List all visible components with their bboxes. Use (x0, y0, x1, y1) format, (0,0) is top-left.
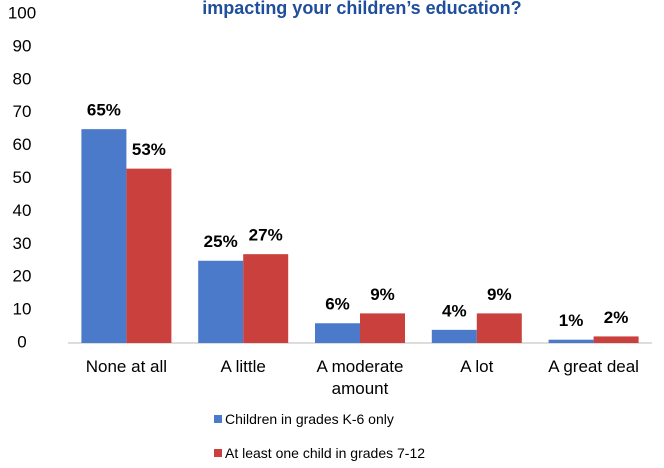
y-tick-label: 80 (13, 69, 32, 88)
x-tick-label: A little (220, 357, 266, 376)
y-tick-label: 30 (13, 234, 32, 253)
y-tick-label: 40 (13, 201, 32, 220)
bar (476, 313, 522, 343)
legend-label: Children in grades K-6 only (225, 411, 394, 427)
x-tick-label: A moderate amount (316, 357, 404, 398)
y-tick-label: 90 (13, 36, 32, 55)
data-label: 65% (87, 101, 121, 120)
x-tick-label: A lot (460, 357, 494, 376)
y-tick-label: 70 (13, 102, 32, 121)
bar (431, 329, 477, 343)
legend-swatch (214, 449, 222, 457)
data-label: 4% (442, 301, 467, 320)
bar (126, 168, 172, 343)
x-tick-label: A great deal (548, 357, 639, 376)
legend-item: Children in grades K-6 only (214, 411, 394, 427)
legend-label: At least one child in grades 7-12 (225, 445, 426, 461)
bar (198, 260, 244, 343)
y-tick-label: 100 (8, 3, 36, 22)
data-label: 6% (325, 295, 350, 314)
bar (243, 254, 289, 343)
legend-swatch (214, 415, 222, 423)
chart-title: impacting your children’s education? (202, 0, 521, 18)
bar (593, 336, 639, 343)
legend-item: At least one child in grades 7-12 (214, 445, 425, 461)
data-label: 9% (370, 285, 395, 304)
bar (360, 313, 405, 343)
data-label: 53% (132, 140, 166, 159)
data-label: 27% (249, 226, 283, 245)
bar (548, 339, 594, 343)
y-tick-label: 60 (13, 135, 32, 154)
data-label: 25% (204, 232, 238, 251)
bar (81, 129, 127, 343)
y-tick-label: 10 (13, 300, 32, 319)
x-tick-label: None at all (85, 357, 168, 376)
data-label: 1% (559, 311, 584, 330)
y-tick-label: 50 (13, 168, 32, 187)
data-label: 2% (604, 308, 629, 327)
y-tick-label: 20 (13, 267, 32, 286)
bar (315, 323, 360, 343)
data-label: 9% (487, 285, 512, 304)
y-tick-label: 0 (17, 332, 26, 351)
